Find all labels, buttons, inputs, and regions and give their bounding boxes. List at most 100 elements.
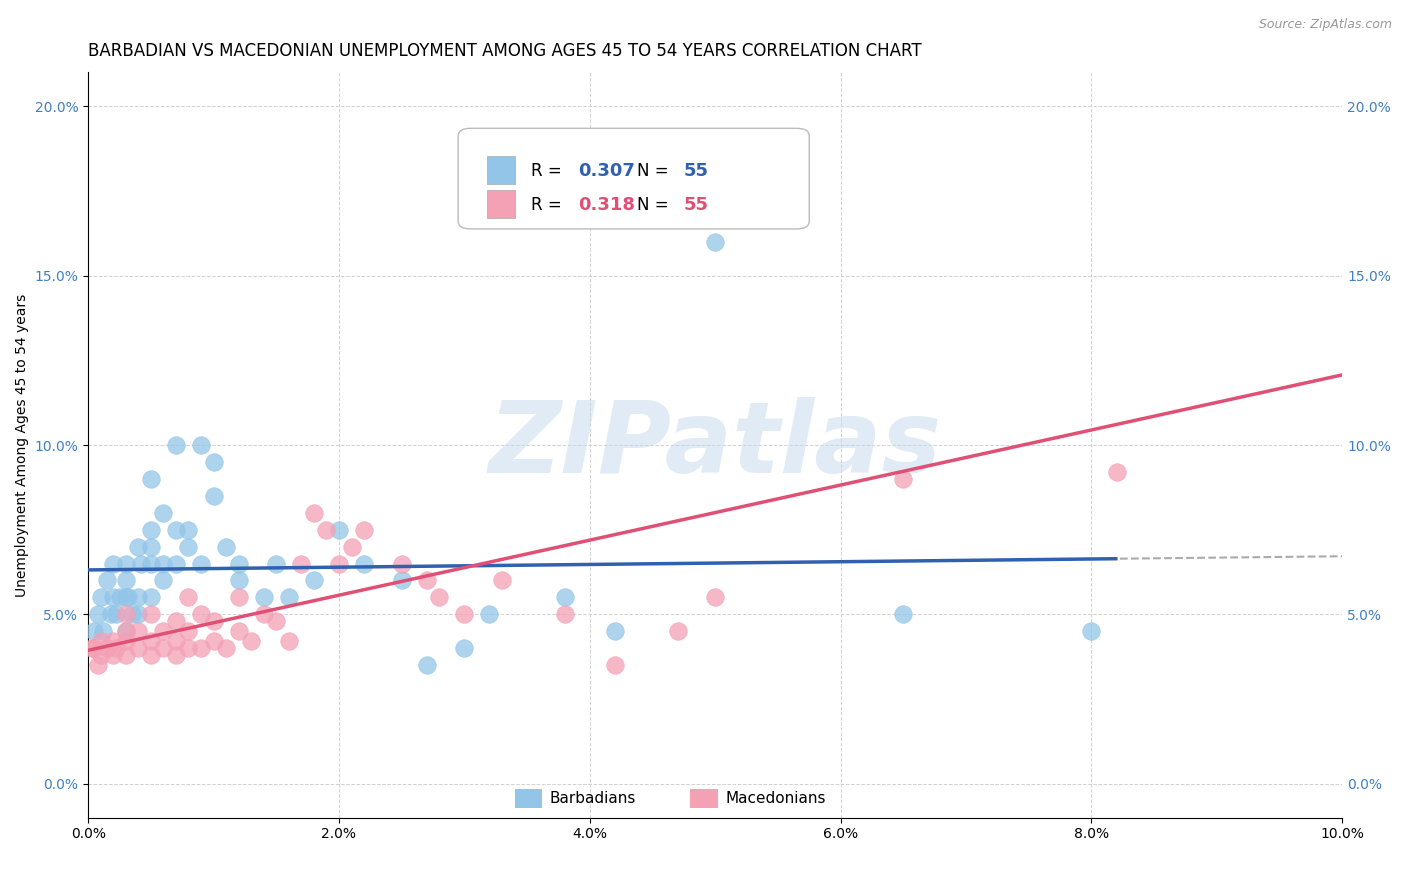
Point [121,607,143,622]
Text: N =: N = [637,196,669,214]
Point [96,574,118,588]
Point [603,624,626,639]
Point [353,523,375,537]
Point [177,540,200,554]
Text: ZIPatlas: ZIPatlas [489,397,942,493]
Point [704,591,727,605]
Point [100,607,122,622]
FancyBboxPatch shape [486,156,515,185]
Point [340,540,363,554]
Point [215,540,238,554]
Point [177,624,200,639]
Point [353,557,375,571]
Point [96,641,118,656]
Point [704,235,727,249]
Text: Source: ZipAtlas.com: Source: ZipAtlas.com [1258,18,1392,31]
Point [891,607,914,622]
Point [190,641,212,656]
Point [1080,624,1102,639]
Point [104,641,127,656]
Point [202,614,225,628]
Point [108,591,131,605]
Point [127,607,149,622]
Point [290,557,312,571]
Point [117,591,139,605]
Text: 0.307: 0.307 [578,161,636,180]
Point [766,133,789,147]
Point [253,607,276,622]
Point [114,557,136,571]
Point [80,641,103,656]
Point [152,557,174,571]
Point [139,634,162,648]
Point [165,523,187,537]
Point [177,523,200,537]
Point [202,455,225,469]
Point [315,523,337,537]
Point [190,607,212,622]
Point [103,634,125,648]
Point [127,591,149,605]
Text: Barbadians: Barbadians [550,791,636,806]
Point [253,591,276,605]
Text: 55: 55 [683,161,709,180]
FancyBboxPatch shape [690,789,717,808]
Point [114,648,136,662]
Point [228,591,250,605]
Point [1105,465,1128,479]
Point [152,574,174,588]
Point [277,591,299,605]
Point [103,648,125,662]
Point [202,489,225,503]
Point [87,607,110,622]
Point [83,624,105,639]
Point [139,648,162,662]
Point [139,540,162,554]
Point [302,574,325,588]
Point [277,634,299,648]
Point [139,591,162,605]
Point [152,641,174,656]
Y-axis label: Unemployment Among Ages 45 to 54 years: Unemployment Among Ages 45 to 54 years [15,293,30,597]
Point [139,472,162,486]
Point [114,607,136,622]
Point [165,614,187,628]
Text: 55: 55 [683,196,709,214]
Point [114,591,136,605]
Point [190,438,212,452]
Point [228,624,250,639]
Point [152,506,174,520]
Point [87,658,110,673]
Text: N =: N = [637,161,669,180]
Point [129,557,152,571]
Point [139,607,162,622]
Point [165,634,187,648]
Point [202,634,225,648]
Point [328,523,350,537]
FancyBboxPatch shape [486,190,515,219]
Point [453,641,475,656]
Point [104,607,127,622]
Point [165,648,187,662]
Point [491,574,513,588]
Point [228,557,250,571]
Point [91,624,114,639]
Point [127,641,149,656]
FancyBboxPatch shape [515,789,543,808]
Point [328,557,350,571]
Point [416,574,439,588]
Point [114,624,136,639]
Point [127,624,149,639]
Point [114,634,136,648]
Point [165,557,187,571]
Point [114,574,136,588]
Point [427,591,450,605]
Point [114,624,136,639]
Point [228,574,250,588]
Point [90,634,112,648]
Point [603,658,626,673]
Point [416,658,439,673]
Point [165,438,187,452]
Point [152,624,174,639]
Point [139,523,162,537]
